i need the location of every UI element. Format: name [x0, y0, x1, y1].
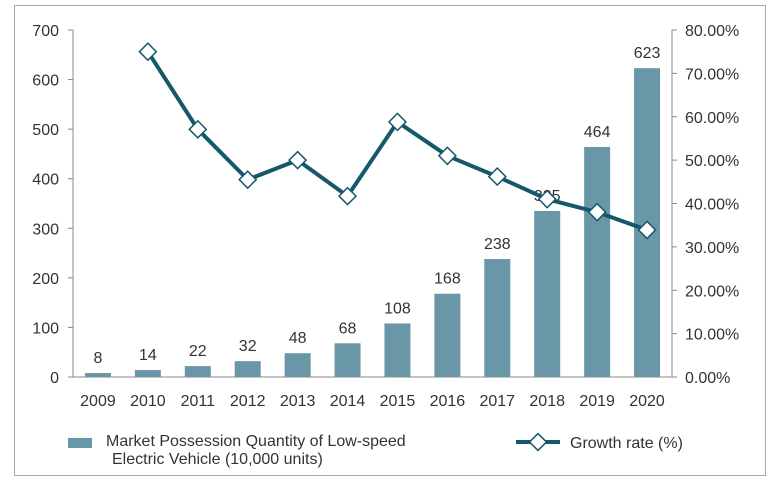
bar [234, 361, 261, 377]
chart-frame [14, 5, 766, 476]
bar-data-label: 32 [239, 338, 257, 355]
y-left-tick-label: 200 [32, 271, 59, 288]
y-left-tick-label: 400 [32, 172, 59, 189]
legend: Market Possession Quantity of Low-speed … [68, 432, 683, 468]
growth-marker [537, 189, 557, 209]
bar [384, 323, 411, 377]
bar-data-label: 623 [634, 45, 661, 62]
y-right-tick-label: 50.00% [685, 153, 739, 170]
y-right-tick-label: 0.00% [685, 370, 730, 387]
legend-bar-label-line1: Market Possession Quantity of Low-speed [106, 433, 406, 450]
bar [584, 146, 611, 377]
bar [434, 293, 461, 377]
y-left-tick-label: 700 [32, 23, 59, 40]
y-right-tick-label: 30.00% [685, 240, 739, 257]
legend-bar-swatch [68, 438, 92, 448]
y-left-tick-label: 100 [32, 320, 59, 337]
bar-data-label: 68 [339, 320, 357, 337]
growth-marker [437, 146, 457, 166]
growth-line [146, 50, 648, 232]
x-tick-label: 2011 [181, 393, 216, 410]
y-right-tick-label: 80.00% [685, 23, 739, 40]
y-left-tick-label: 0 [50, 370, 59, 387]
bar-data-label: 22 [189, 343, 207, 360]
x-tick-label: 2018 [529, 393, 565, 410]
x-tick-label: 2016 [430, 393, 466, 410]
growth-marker [637, 220, 657, 240]
bar-data-label: 14 [139, 347, 157, 364]
x-tick-label: 2014 [330, 393, 366, 410]
growth-marker [288, 150, 308, 170]
y-right-tick-label: 70.00% [685, 66, 739, 83]
bar [334, 343, 361, 377]
legend-line-label: Growth rate (%) [570, 435, 683, 452]
growth-marker [587, 202, 607, 222]
axes: 0 100 200 300 400 500 600 700 0.00% 10.00% 20.00% 3… [32, 23, 739, 410]
bar-series [84, 68, 661, 378]
x-tick-label: 2009 [80, 393, 116, 410]
y-left-tick-label: 500 [32, 122, 59, 139]
y-left-tick-label: 600 [32, 73, 59, 90]
y-right-tick-label: 60.00% [685, 110, 739, 127]
bar [534, 210, 561, 377]
x-tick-label: 2010 [130, 393, 166, 410]
bar-data-labels: 81422324868108168238335464623 [94, 45, 661, 367]
bar-data-label: 238 [484, 236, 511, 253]
legend-line-marker [528, 432, 548, 452]
y-left-tick-label: 300 [32, 221, 59, 238]
x-tick-label: 2012 [230, 393, 266, 410]
x-tick-label: 2020 [629, 393, 665, 410]
bar-data-label: 168 [434, 271, 461, 288]
bar [284, 353, 311, 377]
growth-marker [188, 119, 208, 139]
growth-marker [487, 167, 507, 187]
bar-data-label: 464 [584, 124, 611, 141]
bar-data-label: 48 [289, 330, 307, 347]
y-right-tick-label: 20.00% [685, 283, 739, 300]
bar [484, 259, 511, 377]
y-right-tick-label: 10.00% [685, 327, 739, 344]
growth-marker [387, 112, 408, 132]
growth-marker [238, 170, 258, 190]
bar [134, 370, 161, 377]
legend-bar-label-line2: Electric Vehicle (10,000 units) [112, 451, 323, 468]
bar [84, 373, 111, 377]
growth-marker [138, 42, 158, 62]
growth-line-series [138, 42, 657, 240]
bar-data-label: 8 [94, 350, 103, 367]
growth-marker [337, 186, 358, 206]
bar-data-label: 108 [384, 300, 411, 317]
x-tick-label: 2019 [579, 393, 615, 410]
x-tick-label: 2015 [380, 393, 416, 410]
x-tick-label: 2013 [280, 393, 316, 410]
x-tick-label: 2017 [479, 393, 515, 410]
bar [184, 366, 211, 377]
y-right-tick-label: 40.00% [685, 197, 739, 214]
